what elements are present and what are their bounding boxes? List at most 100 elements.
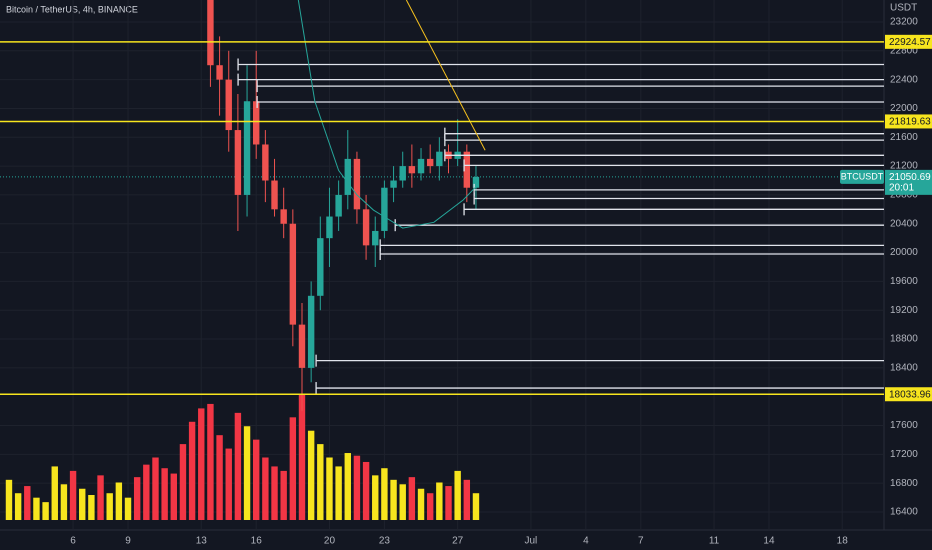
volume-bar [179, 444, 187, 520]
y-tick-label: 18400 [890, 363, 918, 374]
chart-title: Bitcoin / TetherUS, 4h, BINANCE [6, 4, 138, 14]
volume-bar [454, 470, 461, 520]
volume-bar [426, 493, 434, 520]
candle-body [335, 194, 342, 217]
y-tick-label: 21200 [890, 161, 918, 172]
x-tick-label: 20 [324, 536, 336, 547]
volume-bar [42, 502, 49, 520]
candle-body [289, 223, 297, 325]
volume-bar [298, 395, 306, 520]
candle-body [216, 65, 223, 80]
volume-bar [14, 493, 22, 520]
candle-body [408, 166, 416, 174]
volume-bar [207, 403, 214, 520]
volume-bar [472, 493, 480, 520]
volume-bar [353, 455, 361, 520]
volume-bar [335, 466, 342, 520]
candle-body [426, 158, 434, 167]
volume-bar [97, 475, 104, 520]
moving-average [297, 0, 479, 229]
volume-bar [152, 457, 159, 520]
volume-bar [115, 482, 123, 520]
last-price-label: 21050.69 [889, 172, 931, 183]
last-price-bg [885, 169, 932, 195]
x-tick-label: 18 [837, 536, 849, 547]
x-tick-label: 11 [709, 536, 720, 547]
candle-body [225, 79, 232, 131]
y-tick-label: 22800 [890, 45, 918, 56]
volume-bar [124, 497, 132, 520]
volume-bar [234, 412, 242, 520]
y-tick-label: 16800 [890, 478, 918, 489]
candle-body [362, 209, 370, 246]
volume-bar [170, 473, 178, 520]
volume-bar [24, 486, 31, 520]
trend-line [405, 0, 486, 151]
symbol-label-bg [840, 169, 884, 184]
volume-bar [381, 468, 388, 520]
price-label-bg [885, 387, 932, 402]
volume-bar [253, 439, 260, 520]
candle-body [298, 324, 306, 368]
volume-bar [33, 497, 40, 520]
candle-body [253, 101, 260, 145]
volume-bar [106, 493, 113, 520]
volume-bar [445, 486, 452, 520]
candle-body [390, 180, 397, 188]
price-label: 21819.63 [889, 117, 931, 128]
y-tick-label: 20000 [890, 247, 918, 258]
volume-bar [362, 461, 370, 520]
volume-bar [417, 488, 425, 520]
volume-bar [289, 417, 297, 520]
candle-body [436, 151, 443, 167]
candle-body [262, 144, 269, 181]
x-tick-label: 16 [251, 536, 263, 547]
y-tick-label: 17200 [890, 449, 918, 460]
candle-body [307, 295, 315, 368]
candle-body [271, 180, 278, 210]
candle-body [207, 0, 214, 66]
volume-bar [262, 457, 269, 520]
candle-body [472, 176, 480, 188]
candle-body [381, 187, 388, 231]
volume-bar [280, 470, 287, 520]
candle-body [280, 209, 287, 224]
y-tick-label: 19200 [890, 305, 918, 316]
candle-body [463, 151, 471, 188]
price-label-bg [885, 34, 932, 49]
y-tick-label: 20800 [890, 190, 918, 201]
volume-bar [88, 495, 95, 520]
x-tick-label: 14 [763, 536, 775, 547]
x-tick-label: 9 [125, 536, 131, 547]
price-label: 18033.96 [889, 389, 931, 400]
volume-bar [188, 421, 196, 520]
y-tick-label: 22400 [890, 74, 918, 85]
axes: 16400 16800 17200 17600 18400 18800 19200 19600… [70, 17, 932, 547]
candle-body [234, 130, 242, 195]
volume-bar [408, 477, 416, 520]
candle-body [243, 101, 251, 195]
x-tick-label: 6 [70, 536, 76, 547]
volume-bar [225, 448, 232, 520]
volume-bar [133, 477, 141, 520]
y-tick-label: 17600 [890, 420, 918, 431]
volume-bar [216, 435, 223, 520]
candle-body [372, 230, 379, 246]
candle-body [399, 166, 406, 181]
y-tick-label: 16400 [890, 507, 918, 518]
y-tick-label: 18800 [890, 334, 918, 345]
volume-bar [51, 466, 58, 520]
x-tick-label: 7 [638, 536, 644, 547]
volume-bar [317, 444, 324, 520]
volume-bar [436, 482, 443, 520]
symbol-label: BTCUSDT [841, 172, 884, 182]
x-tick-label: 27 [452, 536, 464, 547]
x-tick-label: 13 [196, 536, 208, 547]
candle-body [344, 158, 351, 195]
volume-bar [372, 475, 379, 520]
volume-bar [243, 426, 251, 520]
volume-bar [69, 470, 77, 520]
x-tick-label: 4 [583, 536, 589, 547]
y-tick-label: 23200 [890, 17, 918, 28]
